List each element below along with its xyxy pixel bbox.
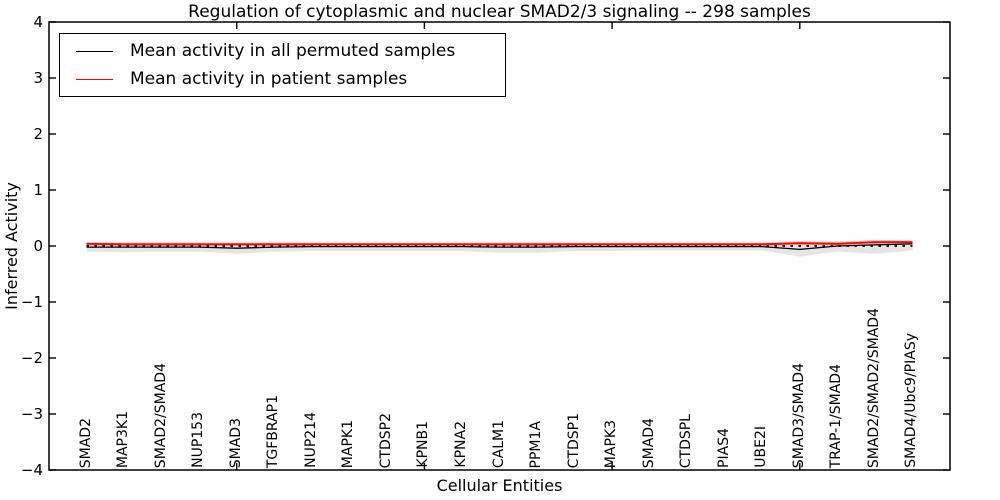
x-tick-label: KPNB1: [415, 421, 431, 468]
legend: Mean activity in all permuted samples Me…: [59, 33, 506, 97]
x-tick-label: SMAD2: [78, 417, 94, 468]
legend-entry-patient: Mean activity in patient samples: [60, 69, 505, 89]
x-tick-label: NUP153: [190, 412, 206, 468]
y-tick-label: −4: [20, 461, 43, 479]
x-tick-label: NUP214: [303, 412, 319, 468]
patient-legend-line: [76, 78, 113, 80]
x-tick-label: MAPK3: [603, 419, 619, 468]
y-tick-label: 0: [33, 237, 43, 255]
x-tick-label: SMAD2/SMAD2/SMAD4: [866, 307, 882, 468]
y-tick-label: −2: [20, 349, 43, 367]
x-tick-label: CTDSP2: [378, 412, 394, 468]
series-line: [86, 241, 913, 246]
x-tick-label: SMAD3/SMAD4: [791, 362, 807, 468]
x-tick-label: SMAD3: [228, 417, 244, 468]
x-tick-label: TGFBRAP1: [265, 394, 281, 468]
y-tick-label: 3: [33, 69, 43, 87]
x-axis-label: Cellular Entities: [436, 476, 563, 495]
x-tick-label: MAP3K1: [115, 410, 131, 468]
y-tick-label: −1: [20, 293, 43, 311]
x-tick-label: CALM1: [491, 419, 507, 468]
x-tick-label: PPM1A: [528, 420, 544, 468]
x-tick-label: SMAD4/Ubc9/PIASy: [903, 333, 919, 468]
series-line: [86, 243, 913, 251]
permuted-legend-label: Mean activity in all permuted samples: [130, 41, 456, 61]
y-tick-label: 1: [33, 181, 43, 199]
x-tick-label: PIAS4: [716, 428, 732, 468]
legend-entry-permuted: Mean activity in all permuted samples: [60, 41, 505, 61]
chart-title: Regulation of cytoplasmic and nuclear SM…: [188, 2, 811, 22]
y-tick-label: −3: [20, 405, 43, 423]
y-axis-label-wrap: Inferred Activity: [2, 182, 21, 310]
x-tick-label: UBE2I: [753, 426, 769, 468]
x-tick-label: CTDSP1: [566, 412, 582, 468]
x-tick-label: KPNA2: [453, 421, 469, 468]
permuted-legend-line: [76, 50, 113, 52]
y-axis-label: Inferred Activity: [2, 182, 21, 310]
x-tick-label: TRAP-1/SMAD4: [828, 363, 844, 468]
y-tick-label: 2: [33, 125, 43, 143]
patient-legend-label: Mean activity in patient samples: [130, 69, 408, 89]
y-tick-label: 4: [33, 13, 43, 31]
x-tick-label: SMAD4: [641, 417, 657, 468]
x-tick-label: SMAD2/SMAD4: [153, 362, 169, 468]
x-tick-label: CTDSPL: [678, 413, 694, 468]
x-tick-label: MAPK1: [340, 419, 356, 468]
